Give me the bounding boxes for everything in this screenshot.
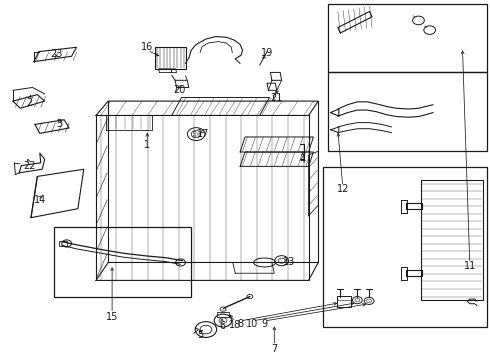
Text: 6: 6 (219, 321, 225, 331)
Text: 7: 7 (271, 344, 277, 354)
Text: 22: 22 (23, 161, 35, 171)
Bar (59, 240, 67, 246)
Text: 3: 3 (56, 120, 62, 129)
Bar (328, 72, 487, 151)
Text: 13: 13 (283, 257, 295, 267)
Bar (217, 312, 229, 317)
Bar (323, 167, 487, 327)
Text: 14: 14 (34, 195, 46, 205)
Text: 1: 1 (144, 140, 150, 150)
Bar (155, 47, 186, 69)
Text: 20: 20 (173, 85, 185, 95)
Text: 2: 2 (26, 98, 32, 108)
Text: 18: 18 (229, 320, 242, 330)
Text: 10: 10 (246, 319, 258, 329)
Text: 23: 23 (50, 49, 63, 59)
Bar (421, 180, 484, 300)
Bar (328, 4, 487, 72)
Text: 9: 9 (262, 319, 268, 329)
Text: 15: 15 (106, 312, 118, 322)
Text: 12: 12 (337, 184, 349, 194)
Text: 5: 5 (197, 330, 203, 340)
Text: 19: 19 (261, 48, 273, 58)
Text: 8: 8 (237, 319, 243, 329)
Text: 11: 11 (464, 261, 476, 271)
Text: 4: 4 (299, 155, 306, 165)
Bar (54, 226, 191, 297)
Text: 16: 16 (141, 42, 153, 52)
Text: 21: 21 (270, 93, 283, 103)
Bar (337, 296, 350, 307)
Text: 17: 17 (197, 129, 210, 139)
